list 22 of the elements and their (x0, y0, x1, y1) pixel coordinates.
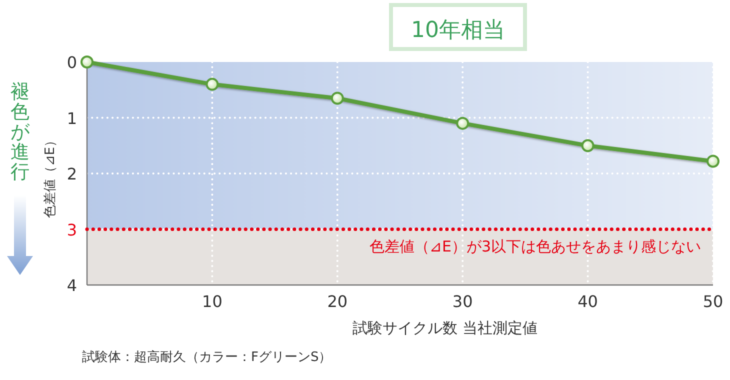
ref-line-label: 色差値（⊿E）が3以下は色あせをあまり感じない (369, 237, 701, 256)
point (706, 154, 720, 168)
x-tick-label: 20 (327, 292, 348, 311)
y-tick-label: 3 (66, 220, 78, 240)
point (80, 56, 94, 68)
y-tick-label: 0 (66, 53, 78, 72)
point (456, 116, 470, 130)
x-tick-label: 40 (578, 292, 598, 311)
point (206, 78, 219, 91)
point (330, 92, 344, 105)
text: 試験体：超高耐久（カラー：FグリーンS） (82, 349, 332, 365)
y-tick-label: 1 (66, 108, 78, 128)
x-tick-label: 10 (202, 292, 222, 311)
y-tick-label: 2 (66, 164, 78, 184)
y-tick-label: 4 (66, 276, 78, 295)
text: 10年相当 (411, 18, 505, 43)
point (581, 139, 594, 152)
x-axis-title: 試験サイクル数 当社測定値 (352, 319, 538, 337)
x-tick-label: 50 (702, 292, 724, 311)
x-tick-label: 30 (452, 292, 473, 311)
text: 褪色が進行 (10, 81, 30, 183)
y-axis-title: 色差値（⊿E） (43, 134, 58, 218)
